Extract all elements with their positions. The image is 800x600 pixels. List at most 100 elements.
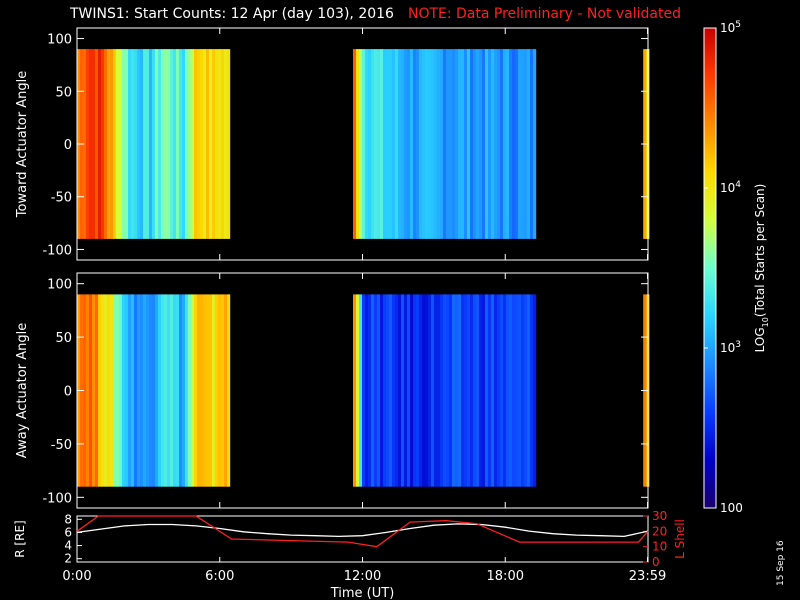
heatmap-column — [218, 294, 222, 487]
heatmap-column — [149, 294, 153, 487]
heatmap-column — [89, 49, 93, 239]
heatmap-column — [446, 294, 450, 487]
heatmap-column — [470, 49, 474, 239]
heatmap-column — [497, 294, 501, 487]
heatmap-column — [188, 49, 192, 239]
heatmap-column — [356, 294, 360, 487]
y-tick-label: 50 — [55, 331, 72, 346]
heatmap-column — [113, 49, 117, 239]
heatmap-column — [215, 294, 219, 487]
heatmap-column — [497, 49, 501, 239]
heatmap-column — [503, 294, 507, 487]
heatmap-column — [491, 49, 495, 239]
heatmap-column — [98, 294, 102, 487]
heatmap-column — [125, 49, 129, 239]
heatmap-column — [419, 294, 423, 487]
heatmap-column — [89, 294, 93, 487]
heatmap-column — [467, 294, 471, 487]
heatmap-column — [380, 49, 384, 239]
heatmap-column — [179, 49, 183, 239]
heatmap-column — [203, 294, 207, 487]
heatmap-column — [170, 294, 174, 487]
heatmap-column — [152, 294, 156, 487]
heatmap-column — [404, 49, 408, 239]
heatmap-column — [110, 294, 114, 487]
heatmap-column — [101, 49, 105, 239]
heatmap-column — [509, 294, 513, 487]
heatmap-column — [452, 294, 456, 487]
heatmap-column — [188, 294, 192, 487]
x-axis-label: Time (UT) — [330, 586, 395, 600]
series-line-r — [76, 523, 649, 538]
heatmap-column — [527, 294, 531, 487]
heatmap-column — [140, 49, 144, 239]
y-tick-label: 100 — [47, 33, 72, 48]
heatmap-column — [128, 49, 132, 239]
date-stamp: 15 Sep 16 — [776, 540, 786, 586]
heatmap-column — [407, 294, 411, 487]
heatmap-column — [440, 49, 444, 239]
heatmap-column — [107, 49, 111, 239]
y-axis-label-right: L Shell — [673, 519, 687, 559]
heatmap-column — [176, 49, 180, 239]
heatmap-column — [425, 49, 429, 239]
heatmap-column — [365, 294, 369, 487]
heatmap-column — [485, 49, 489, 239]
heatmap-column — [227, 49, 231, 239]
heatmap-column — [365, 49, 369, 239]
heatmap-column — [512, 294, 516, 487]
heatmap-column — [218, 49, 222, 239]
y-tick-label-left: 6 — [64, 525, 72, 539]
heatmap-column — [224, 49, 228, 239]
heatmap-column — [434, 294, 438, 487]
colorbar-tick-label: 103 — [720, 340, 741, 355]
heatmap-column — [386, 49, 390, 239]
heatmap-column — [101, 294, 105, 487]
heatmap-column — [467, 49, 471, 239]
heatmap-column — [83, 294, 87, 487]
heatmap-column — [470, 294, 474, 487]
heatmap-column — [131, 294, 135, 487]
heatmap-column — [413, 49, 417, 239]
colorbar-gradient — [703, 27, 717, 509]
colorbar: 105 104 103 100 LOG10(Total Starts per Scan) — [703, 20, 770, 515]
heatmap-column — [449, 49, 453, 239]
heatmap-column — [410, 294, 414, 487]
heatmap-column — [203, 49, 207, 239]
heatmap-column — [149, 49, 153, 239]
heatmap-column — [173, 294, 177, 487]
heatmap-column — [161, 294, 165, 487]
heatmap-column — [485, 294, 489, 487]
heatmap-column — [506, 49, 510, 239]
heatmap-column — [98, 49, 102, 239]
y-axis-label: Away Actuator Angle — [15, 323, 30, 458]
heatmap-column — [389, 49, 393, 239]
heatmap-column — [440, 294, 444, 487]
y-tick-label-left: 8 — [64, 512, 72, 526]
heatmap-column — [452, 49, 456, 239]
heatmap-column — [362, 294, 366, 487]
toward-panel: 100 50 0 -50 -100 Toward Actuator Angle — [15, 27, 650, 261]
heatmap-column — [185, 49, 189, 239]
heatmap-column — [131, 49, 135, 239]
heatmap-column — [416, 49, 420, 239]
heatmap-column — [227, 294, 231, 487]
y-tick-label: 0 — [64, 385, 72, 400]
heatmap-column — [428, 294, 432, 487]
heatmap-column — [368, 49, 372, 239]
heatmap-column — [464, 49, 468, 239]
heatmap-column — [509, 49, 513, 239]
y-axis-label: Toward Actuator Angle — [15, 71, 30, 218]
heatmap-column — [146, 49, 150, 239]
heatmap-column — [494, 49, 498, 239]
heatmap-column — [431, 49, 435, 239]
y-tick-label: -100 — [42, 491, 72, 506]
heatmap-column — [377, 294, 381, 487]
heatmap-column — [428, 49, 432, 239]
colorbar-tick-label: 100 — [720, 501, 743, 515]
heatmap-column — [182, 49, 186, 239]
x-tick-label: 23:59 — [629, 569, 666, 584]
heatmap-column — [383, 49, 387, 239]
